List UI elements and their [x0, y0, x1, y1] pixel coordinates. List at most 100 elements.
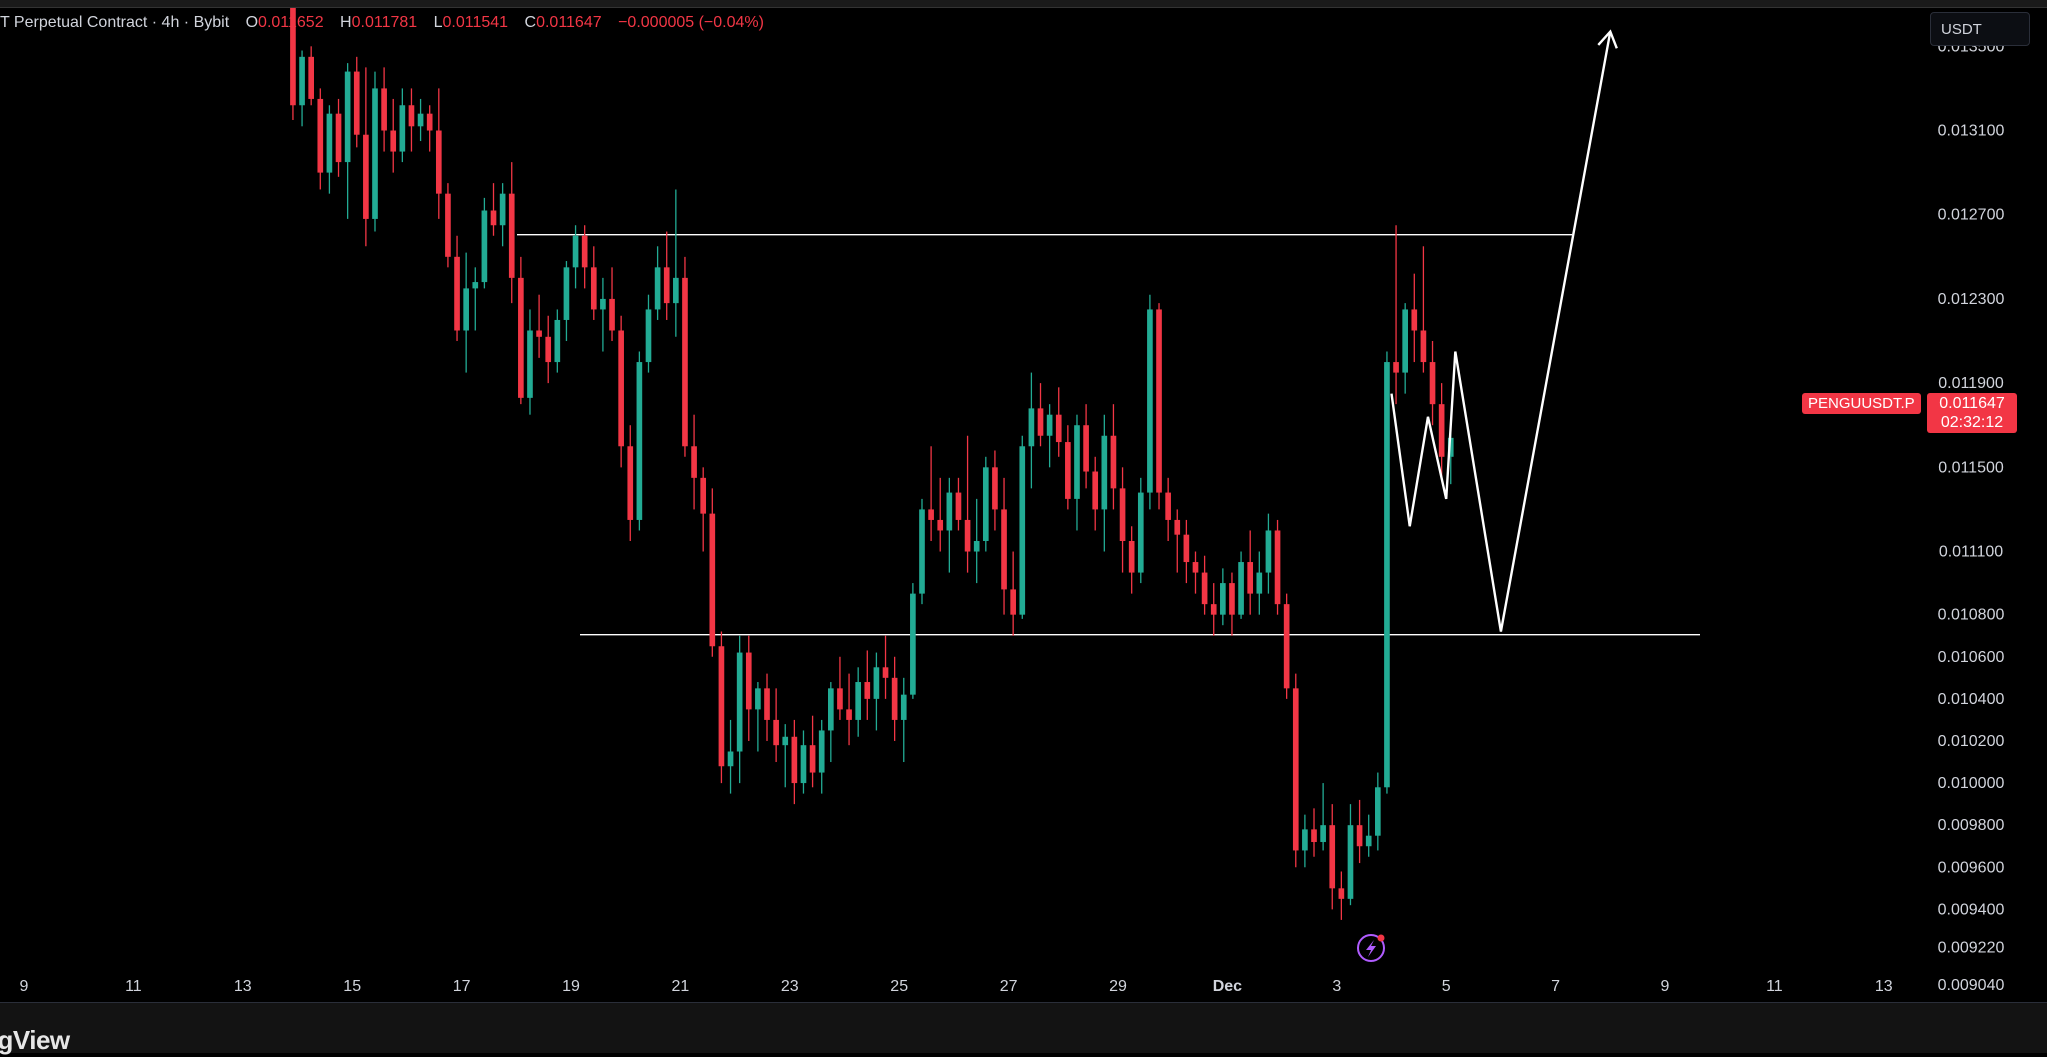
candle-body [1065, 442, 1071, 499]
candle-body [992, 467, 998, 510]
candle-body [654, 267, 661, 310]
candle-body [1229, 583, 1235, 615]
high-label: H [340, 14, 352, 31]
projection-path [1390, 31, 1612, 632]
candle-body [454, 256, 460, 331]
currency-button[interactable]: USDT [1930, 12, 2030, 46]
candle-body [1256, 572, 1263, 594]
high-value: 0.011781 [351, 14, 418, 31]
y-axis-tick-label: 0.009040 [1938, 977, 2005, 994]
candle-body [1429, 362, 1436, 405]
y-axis-tick-label: 0.012700 [1938, 207, 2005, 224]
candle-body [363, 134, 369, 219]
brand-logo-text: dingView [0, 1025, 70, 1055]
candle-body [745, 652, 752, 710]
candle-body [709, 513, 716, 647]
candle-body [1046, 414, 1053, 436]
candle-body [727, 751, 734, 767]
candle-body [590, 267, 597, 310]
y-axis-tick-label: 0.010200 [1938, 733, 2005, 750]
candle-body [1347, 825, 1354, 899]
candle-body [1147, 309, 1153, 493]
change-value: −0.000005 (−0.04%) [618, 14, 764, 31]
candle-body [1384, 362, 1390, 788]
candle-body [882, 667, 889, 678]
candle-body [673, 277, 679, 304]
candle-body [1174, 519, 1181, 535]
candle-body [1320, 825, 1326, 843]
candle-body [1137, 492, 1144, 573]
candle-body [554, 319, 561, 363]
candle-body [572, 235, 579, 268]
x-axis-tick-label: 21 [672, 978, 690, 995]
candle-body [691, 446, 697, 478]
candle-body [891, 677, 898, 720]
candle-body [563, 267, 570, 320]
y-axis-tick-label: 0.011900 [1938, 375, 2004, 392]
x-axis-tick-label: 25 [890, 978, 908, 995]
candle-body [609, 298, 615, 331]
bar-countdown: 02:32:12 [1940, 414, 2004, 431]
candle-body [1192, 562, 1199, 573]
candle-body [335, 113, 342, 163]
candle-body [490, 210, 497, 226]
candle-body [417, 113, 424, 127]
candle-body [1420, 330, 1427, 363]
x-axis-tick-label: 23 [781, 978, 799, 995]
candle-body [445, 193, 451, 257]
candle-body [1329, 825, 1336, 889]
candle-body [1438, 404, 1445, 457]
symbol-title: T Perpetual Contract · 4h · Bybit [0, 14, 230, 31]
y-axis-tick-label: 0.010400 [1938, 691, 2005, 708]
candle-body [809, 745, 816, 773]
y-axis-tick-label: 0.010000 [1938, 775, 2005, 792]
y-axis-tick-label: 0.009220 [1938, 939, 2005, 956]
candle-body [1283, 604, 1290, 689]
candle-body [545, 336, 552, 363]
close-label: C [524, 14, 537, 31]
candle-body [1447, 437, 1454, 457]
candle-body [1128, 540, 1135, 573]
open-label: O [245, 14, 259, 31]
y-axis-tick-label: 0.011100 [1939, 544, 2003, 561]
y-axis-tick-label: 0.011500 [1938, 459, 2004, 476]
x-axis-tick-label: 13 [234, 978, 252, 995]
candle-body [1101, 435, 1108, 510]
low-value: 0.011541 [442, 14, 509, 31]
candle-body [955, 492, 962, 520]
candle-body [1265, 530, 1272, 573]
x-axis-tick-label: 19 [562, 978, 580, 995]
y-axis-tick-label: 0.012300 [1938, 291, 2005, 308]
candle-body [837, 688, 843, 710]
last-price-value: 0.011647 [1939, 395, 2005, 412]
x-axis-tick-label: 3 [1332, 978, 1341, 995]
candle-body [1356, 825, 1363, 847]
candle-body [636, 362, 643, 520]
y-axis-tick-label: 0.010800 [1938, 607, 2005, 624]
candle-body [372, 88, 378, 219]
close-value: 0.011647 [536, 14, 602, 31]
candle-body [946, 492, 953, 531]
candle-body [1393, 362, 1399, 373]
open-value: 0.011652 [258, 14, 324, 31]
candle-body [317, 98, 324, 173]
candle-body [399, 105, 406, 152]
candle-body [408, 105, 415, 127]
candle-body [1411, 309, 1418, 331]
candle-body [1220, 583, 1226, 615]
candle-body [472, 282, 479, 289]
candle-body [1201, 572, 1208, 605]
candle-body [1402, 309, 1409, 373]
candle-body [755, 688, 761, 710]
lightning-bolt-icon [1366, 940, 1376, 957]
candle-body [682, 277, 688, 447]
candle-body [910, 593, 916, 695]
candle-body [1165, 492, 1171, 520]
candle-body [1083, 425, 1089, 472]
candle-body [518, 277, 524, 398]
candle-body [1156, 309, 1162, 493]
candle-body [1247, 562, 1254, 594]
candle-body [982, 467, 989, 541]
